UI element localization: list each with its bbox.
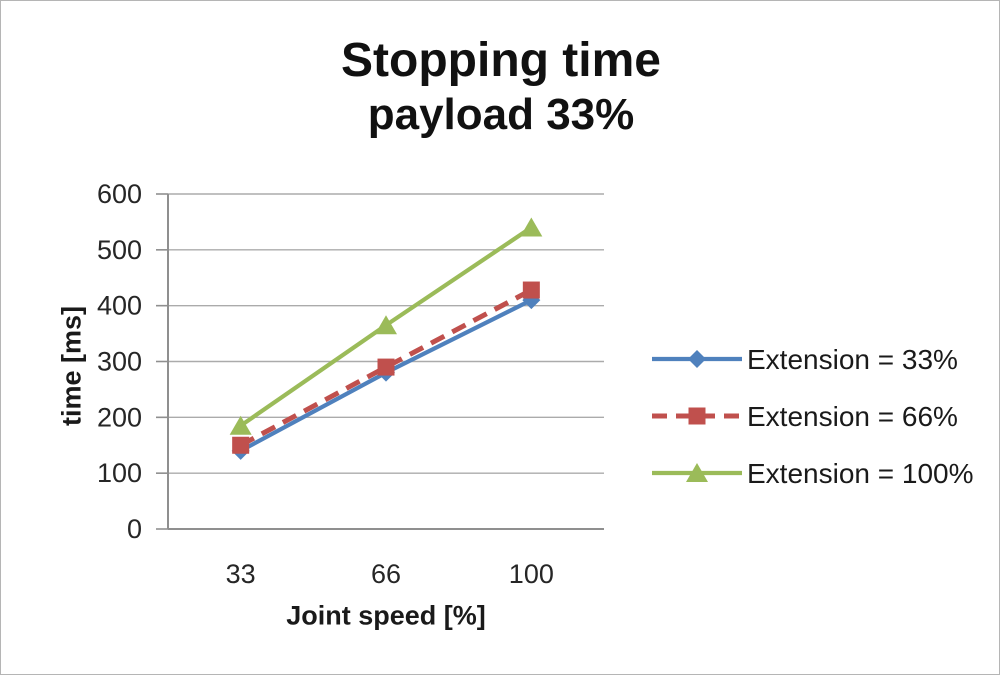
y-tick-label: 200 xyxy=(97,402,142,432)
y-tick-label: 100 xyxy=(97,458,142,488)
chart-title: Stopping time xyxy=(341,34,661,87)
y-tick-label: 0 xyxy=(127,514,142,544)
marker-triangle-legend xyxy=(686,463,708,482)
x-tick-label: 33 xyxy=(226,559,256,589)
marker-square-legend xyxy=(688,407,706,425)
marker-square-point xyxy=(232,436,250,454)
legend-label: Extension = 66% xyxy=(747,401,958,432)
legend-label: Extension = 100% xyxy=(747,458,974,489)
marker-triangle-point xyxy=(229,415,252,435)
marker-diamond-legend xyxy=(688,350,706,368)
y-tick-label: 300 xyxy=(97,347,142,377)
y-tick-label: 400 xyxy=(97,291,142,321)
x-tick-label: 66 xyxy=(371,559,401,589)
x-tick-label: 100 xyxy=(509,559,554,589)
y-tick-label: 600 xyxy=(97,179,142,209)
marker-square-point xyxy=(377,358,395,376)
y-tick-label: 500 xyxy=(97,235,142,265)
series-line xyxy=(239,287,533,448)
marker-triangle-point xyxy=(375,315,397,335)
marker-triangle-point xyxy=(520,217,543,237)
marker-square-point xyxy=(522,281,540,299)
x-axis-title: Joint speed [%] xyxy=(286,600,486,631)
chart-subtitle: payload 33% xyxy=(367,90,635,139)
legend-label: Extension = 33% xyxy=(747,344,958,375)
